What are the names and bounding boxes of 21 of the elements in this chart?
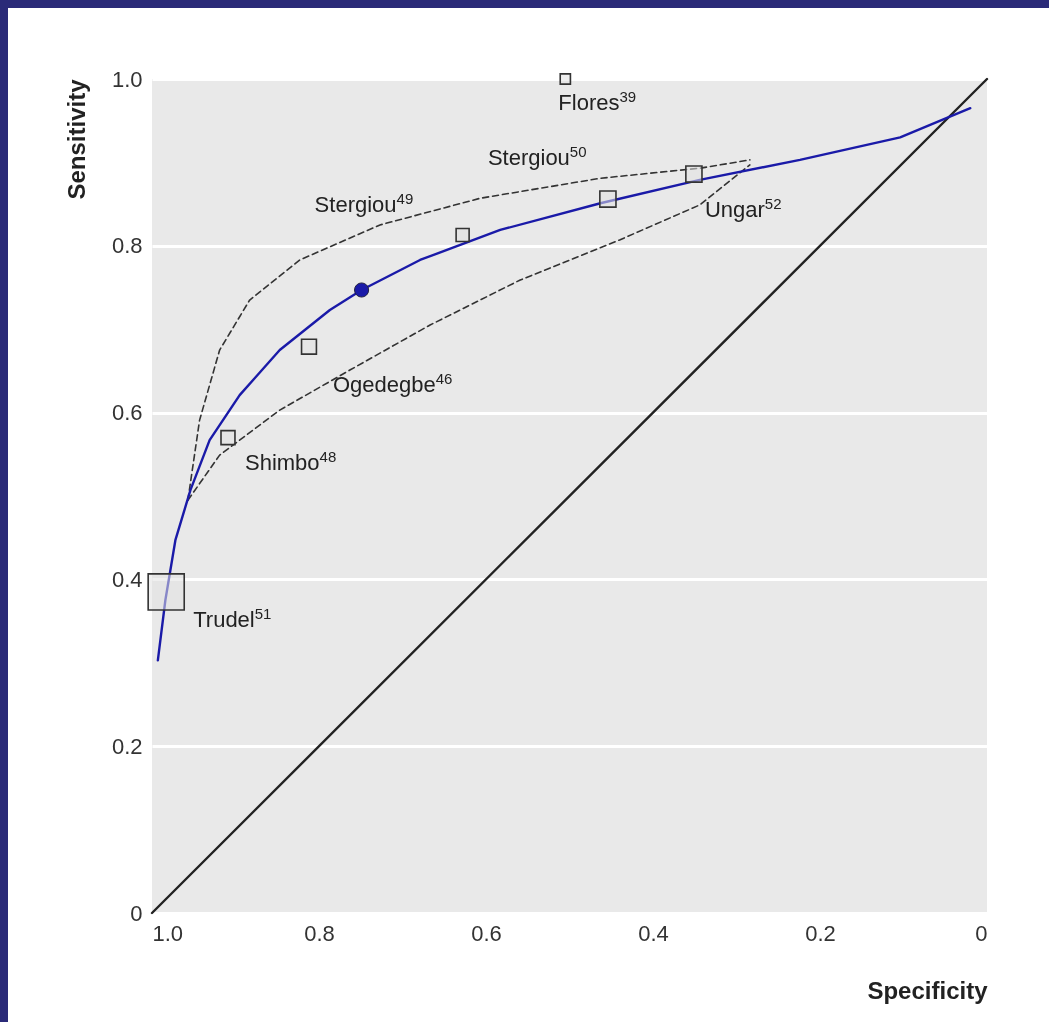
annotation: Shimbo$^{48}$: [244, 447, 337, 475]
annotation: Ogedegbe$^{46}$: [332, 369, 453, 397]
y-tick-label: 1.0: [111, 66, 143, 92]
y-tick-label: 0.2: [111, 733, 143, 759]
annotation: Flores$^{39}$: [558, 87, 637, 115]
y-axis-title: Sensitivity: [62, 78, 90, 200]
x-tick-label: 0.8: [304, 920, 335, 946]
y-tick-label: 0: [130, 900, 143, 926]
annotation: Stergiou$^{50}$: [487, 142, 587, 171]
annotation: Stergiou$^{49}$: [314, 189, 414, 217]
x-tick-label: 1.0: [152, 920, 184, 946]
x-tick-label: 0.4: [638, 920, 669, 946]
x-axis-title: Specificity: [867, 976, 989, 1004]
y-tick-label: 0.4: [111, 566, 143, 592]
x-tick-label: 0.2: [805, 920, 836, 946]
x-tick-label: 0: [975, 920, 988, 946]
annotation: Trudel$^{51}$: [193, 604, 272, 632]
x-tick-label: 0.6: [471, 920, 502, 946]
annotation: Ungar$^{52}$: [704, 194, 782, 223]
y-tick-label: 0.6: [111, 400, 143, 426]
y-tick-label: 0.8: [111, 233, 143, 259]
